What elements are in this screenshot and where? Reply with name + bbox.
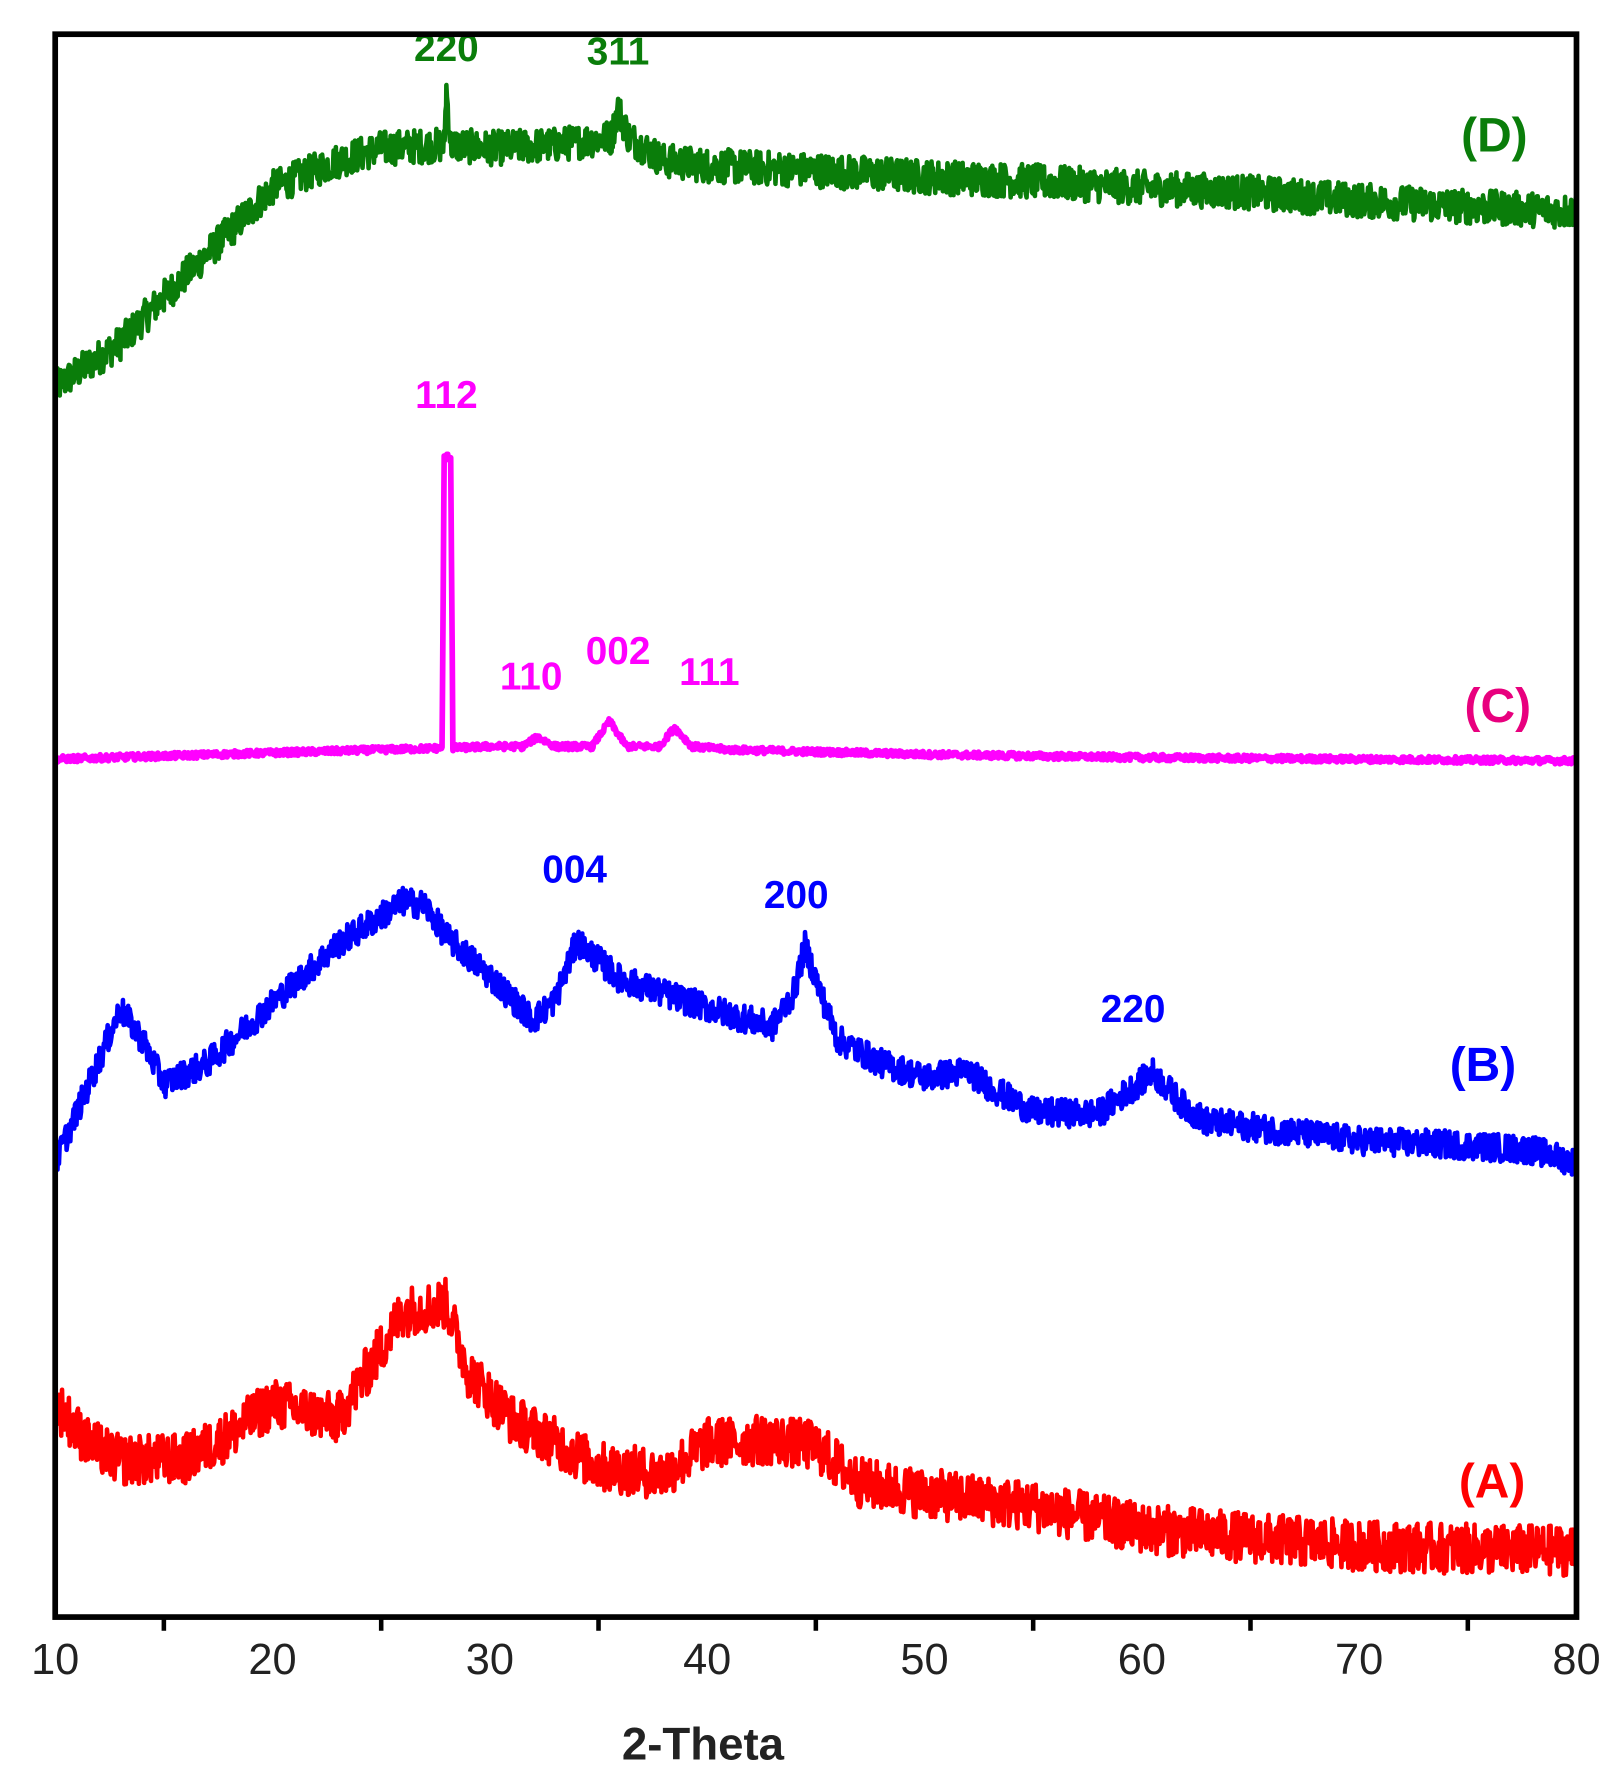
series-line-c — [52, 451, 1579, 767]
series-line-d — [52, 82, 1579, 398]
series-label-layer: (D) (C) (B) (A) — [1450, 110, 1531, 1509]
x-tick-label: 50 — [900, 1636, 948, 1684]
peak-label: 311 — [587, 30, 650, 73]
legend-label-a: (A) — [1459, 1455, 1525, 1508]
x-tick-label: 20 — [248, 1636, 296, 1684]
x-tick-label: 30 — [466, 1636, 514, 1684]
peak-label: 220 — [1101, 988, 1166, 1031]
peak-label: 004 — [542, 849, 607, 892]
peak-label: 110 — [500, 656, 563, 699]
peak-label: 002 — [586, 630, 651, 673]
peak-label: 112 — [415, 374, 478, 417]
x-tick-label: 80 — [1552, 1636, 1600, 1684]
series-line-a — [52, 1276, 1579, 1578]
legend-label-b: (B) — [1450, 1039, 1516, 1092]
legend-label-d: (D) — [1461, 110, 1527, 163]
plot-frame — [52, 31, 1580, 1620]
x-tick-label: 10 — [31, 1636, 79, 1684]
series-line-b — [52, 885, 1579, 1178]
legend-label-c: (C) — [1465, 680, 1531, 733]
series-layer — [52, 82, 1579, 1578]
x-axis-label: 2-Theta — [622, 1719, 785, 1770]
x-axis: 10 20 30 40 50 60 70 80 — [31, 1617, 1601, 1684]
peak-label: 200 — [764, 874, 829, 917]
x-tick-label: 70 — [1335, 1636, 1383, 1684]
x-tick-label: 60 — [1118, 1636, 1166, 1684]
x-tick-label: 40 — [683, 1636, 731, 1684]
peak-label: 111 — [679, 651, 739, 694]
